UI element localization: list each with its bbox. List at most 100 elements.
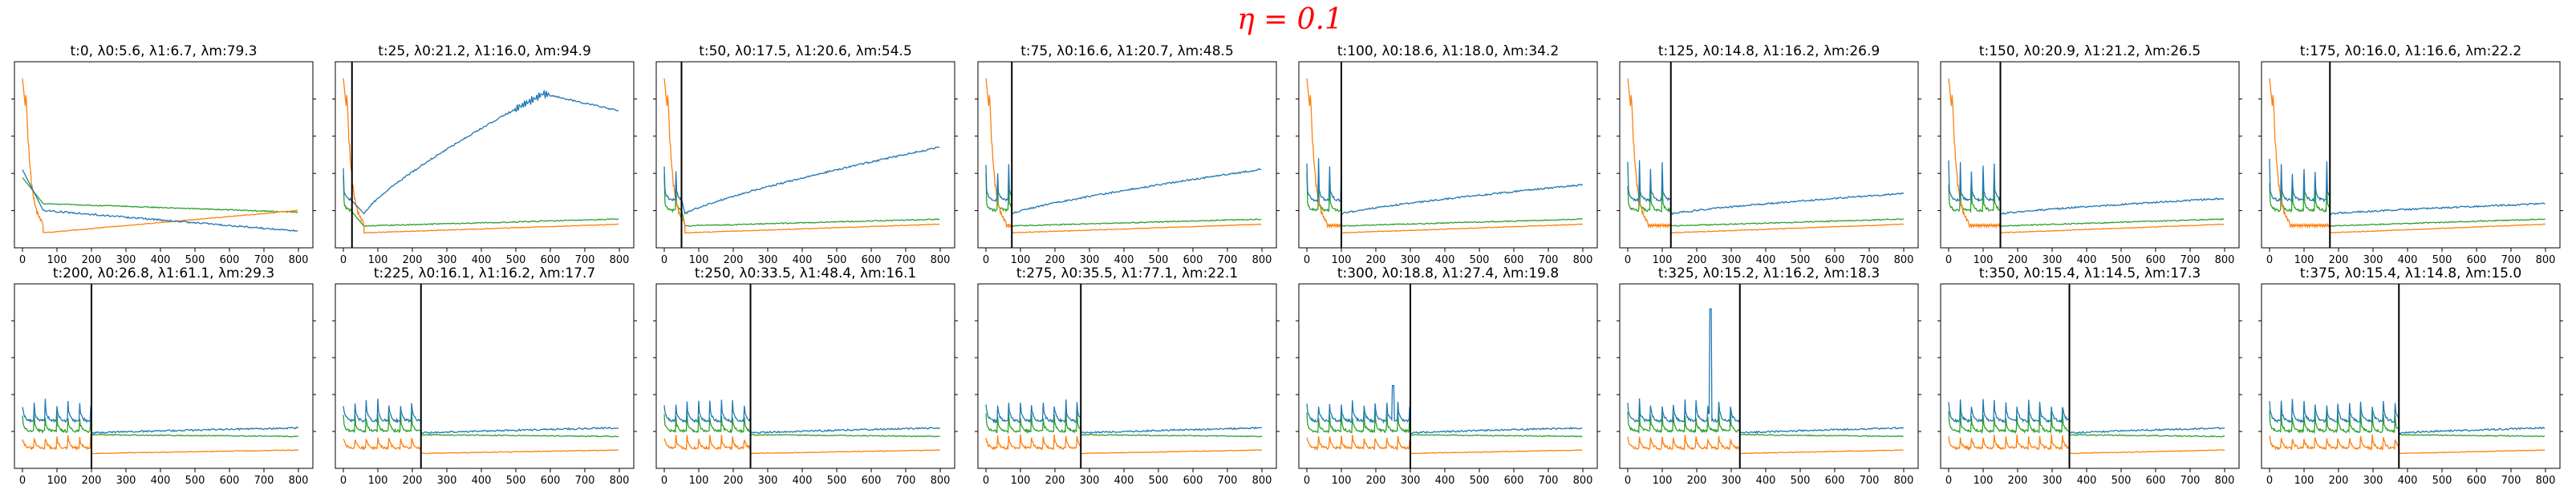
chart-panel: t:75, λ0:16.6, λ1:20.7, λm:48.5 0 100 200 30…	[975, 43, 1280, 266]
panel-title: t:25, λ0:21.2, λ1:16.0, λm:94.9	[378, 43, 591, 59]
x-tick-label: 500	[1791, 254, 1811, 266]
panel-title: t:125, λ0:14.8, λ1:16.2, λm:26.9	[1658, 43, 1880, 59]
x-tick-label: 0	[19, 475, 26, 487]
x-tick-label: 400	[793, 254, 813, 266]
x-tick-label: 800	[931, 254, 951, 266]
x-tick-label: 600	[541, 475, 561, 487]
x-tick-label: 0	[661, 254, 667, 266]
x-tick-label: 700	[1860, 254, 1880, 266]
x-tick-label: 700	[1539, 254, 1559, 266]
x-tick-label: 500	[827, 254, 847, 266]
series-line-λm	[1627, 410, 1904, 438]
series-line-λ1	[2269, 78, 2546, 234]
axes-frame	[335, 283, 635, 469]
x-tick-label: 500	[2432, 254, 2452, 266]
x-tick-label: 500	[1149, 254, 1169, 266]
chart-panel: t:225, λ0:16.1, λ1:16.2, λm:17.7 0 100 200 3…	[332, 265, 637, 487]
chart-panel: t:50, λ0:17.5, λ1:20.6, λm:54.5 0 100 200 30…	[653, 43, 958, 266]
x-tick-label: 500	[1149, 475, 1169, 487]
axes-frame	[14, 61, 314, 249]
series-line-λm	[22, 412, 298, 438]
x-tick-label: 100	[1332, 254, 1352, 266]
x-tick-label: 500	[506, 254, 526, 266]
series-line-λm	[1948, 175, 2225, 227]
panels-grid: t:0, λ0:5.6, λ1:6.7, λm:79.3 0 100 200 300 40…	[11, 43, 2563, 487]
x-tick-label: 200	[403, 254, 423, 266]
x-tick-label: 100	[689, 254, 709, 266]
panel-title: t:0, λ0:5.6, λ1:6.7, λm:79.3	[70, 43, 257, 59]
axes-frame	[1940, 283, 2240, 469]
axes-frame	[1940, 61, 2240, 249]
x-tick-label: 0	[2266, 254, 2273, 266]
series-line-λm	[663, 174, 940, 227]
series-line-λ1	[985, 434, 1263, 455]
panel-title: t:175, λ0:16.0, λ1:16.6, λm:22.2	[2300, 43, 2521, 59]
series-line-λ1	[663, 78, 940, 234]
x-tick-label: 700	[896, 254, 916, 266]
panel-title: t:200, λ0:26.8, λ1:61.1, λm:29.3	[53, 265, 274, 281]
series-line-λm	[1627, 173, 1905, 227]
chart-panel: t:175, λ0:16.0, λ1:16.6, λm:22.2 0 100 200 3…	[2258, 43, 2563, 266]
chart-panel: t:250, λ0:33.5, λ1:48.4, λm:16.1 0 100 200 3…	[653, 265, 958, 487]
x-tick-label: 800	[289, 475, 309, 487]
x-tick-label: 300	[758, 475, 778, 487]
chart-panel: t:125, λ0:14.8, λ1:16.2, λm:26.9 0 100 200 3…	[1617, 43, 1921, 266]
series-line-λ0	[1627, 308, 1905, 435]
x-tick-label: 600	[2146, 475, 2166, 487]
x-tick-label: 800	[1573, 475, 1593, 487]
series-line-λ1	[343, 78, 619, 234]
x-tick-label: 500	[2112, 475, 2132, 487]
x-tick-label: 400	[1756, 254, 1776, 266]
x-tick-label: 600	[1825, 475, 1845, 487]
x-tick-label: 400	[151, 475, 171, 487]
series-line-λ0	[22, 169, 298, 233]
x-tick-label: 700	[2180, 254, 2201, 266]
series-line-λ0	[22, 399, 299, 435]
panel-title: t:75, λ0:16.6, λ1:20.7, λm:48.5	[1020, 43, 1234, 59]
series-line-λ0	[343, 90, 619, 215]
series-line-λ0	[985, 399, 1263, 435]
x-tick-label: 800	[2536, 475, 2556, 487]
series-line-λ0	[2269, 158, 2546, 216]
x-tick-label: 300	[437, 254, 457, 266]
series-line-λm	[985, 173, 1262, 227]
chart-panel: t:200, λ0:26.8, λ1:61.1, λm:29.3 0 100 200 3…	[11, 265, 316, 487]
series-line-λ0	[663, 146, 940, 215]
x-tick-label: 700	[896, 475, 916, 487]
x-tick-label: 100	[1011, 254, 1031, 266]
axes-frame	[977, 283, 1277, 469]
x-tick-label: 300	[1080, 254, 1100, 266]
x-tick-label: 300	[116, 254, 136, 266]
x-tick-label: 0	[340, 254, 347, 266]
axes-frame	[2261, 283, 2561, 469]
x-tick-label: 300	[2043, 254, 2063, 266]
x-tick-label: 200	[1366, 475, 1386, 487]
series-line-λ1	[1627, 434, 1904, 455]
series-line-λm	[1948, 411, 2225, 438]
x-tick-label: 0	[1625, 254, 1631, 266]
panel-title: t:275, λ0:35.5, λ1:77.1, λm:22.1	[1016, 265, 1238, 281]
x-tick-label: 500	[185, 254, 205, 266]
x-tick-label: 300	[437, 475, 457, 487]
chart-panel: t:350, λ0:15.4, λ1:14.5, λm:17.3 0 100 200 3…	[1937, 265, 2242, 487]
series-line-λm	[1306, 410, 1583, 438]
x-tick-label: 300	[1080, 475, 1100, 487]
x-tick-label: 600	[2467, 475, 2487, 487]
x-tick-label: 0	[661, 475, 667, 487]
x-tick-label: 800	[610, 254, 630, 266]
x-tick-label: 100	[47, 254, 67, 266]
series-line-λ0	[1306, 384, 1583, 435]
x-tick-label: 600	[862, 475, 882, 487]
axes-frame	[335, 61, 635, 249]
panel-title: t:375, λ0:15.4, λ1:14.8, λm:15.0	[2300, 265, 2521, 281]
axes-frame	[1298, 61, 1598, 249]
x-tick-label: 300	[116, 475, 136, 487]
x-tick-label: 500	[506, 475, 526, 487]
x-tick-label: 400	[1435, 475, 1455, 487]
x-tick-label: 700	[2501, 475, 2521, 487]
x-tick-label: 200	[1366, 254, 1386, 266]
x-tick-label: 400	[472, 475, 492, 487]
panel-title: t:150, λ0:20.9, λ1:21.2, λm:26.5	[1979, 43, 2201, 59]
x-tick-label: 0	[1945, 254, 1952, 266]
panel-title: t:50, λ0:17.5, λ1:20.6, λm:54.5	[699, 43, 912, 59]
